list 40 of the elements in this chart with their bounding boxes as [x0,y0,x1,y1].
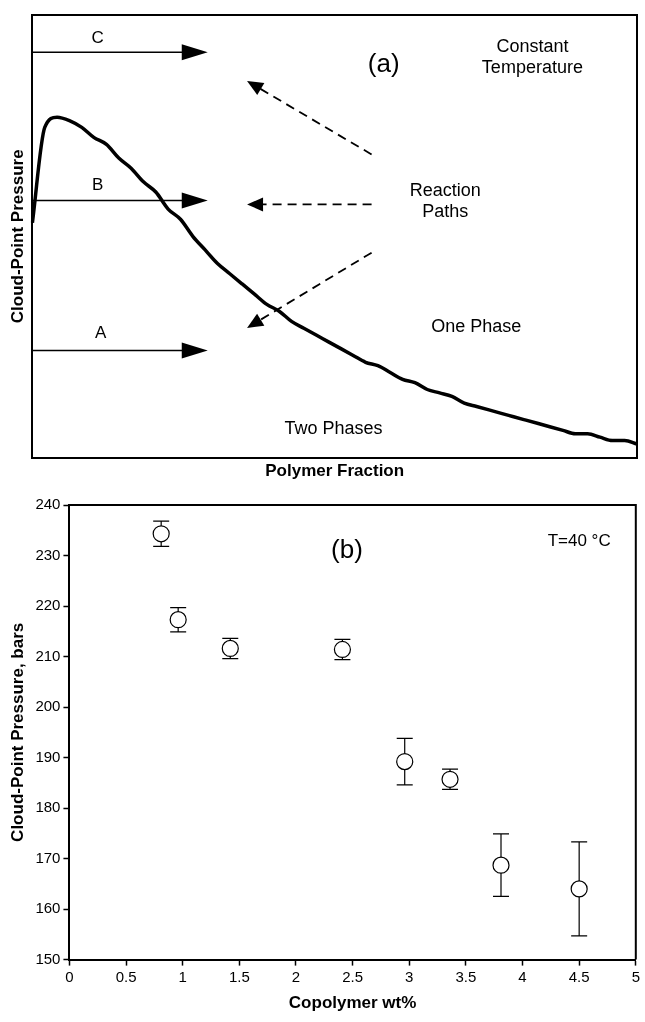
text: Constant Temperature [481,35,583,77]
text: C [91,27,104,47]
x-axis-title: Polymer Fraction [265,461,405,481]
x-tick-label: 1.5 [228,967,250,985]
point [570,880,588,898]
annotation: One Phase [431,316,522,337]
annotation: T=40 °C [547,531,611,551]
y-tick-label: 240 [35,495,61,513]
y-axis-title: Cloud-Point Pressure [7,149,27,324]
x-tick-label: 3 [405,967,414,985]
x-tick-label: 3.5 [455,967,477,985]
point [152,525,170,543]
annotation: B [92,175,104,195]
x-tick-label: 1 [178,967,187,985]
annotation: Two Phases [284,417,383,438]
annotation: (b) [331,533,363,564]
x-axis-title: Copolymer wt% [288,993,417,1013]
y-tick-label: 220 [35,596,61,614]
point [492,856,510,874]
y-tick-label: 160 [35,899,61,917]
x-tick-label: 0.5 [115,967,137,985]
y-tick-label: 150 [35,949,61,967]
annotation: A [95,323,108,343]
y-tick-label: 210 [35,646,61,664]
annotation: Reaction Paths [409,179,481,221]
x-tick-label: 0 [65,967,74,985]
y-tick-label: 200 [35,697,61,715]
x-tick-label: 4 [518,967,527,985]
y-tick-label: 180 [35,798,61,816]
text: (a) [367,48,400,79]
point [396,753,414,771]
y-tick-label: 190 [35,747,61,765]
point [169,611,187,629]
x-tick-label: 2.5 [342,967,364,985]
y-tick-label: 230 [35,545,61,563]
y-tick-label: 170 [35,848,61,866]
x-tick-label: 4.5 [568,967,590,985]
x-tick-label: 2 [291,967,301,985]
x-tick-label: 5 [631,967,640,985]
y-axis-title: Cloud-Point Pressure, bars [7,622,27,842]
